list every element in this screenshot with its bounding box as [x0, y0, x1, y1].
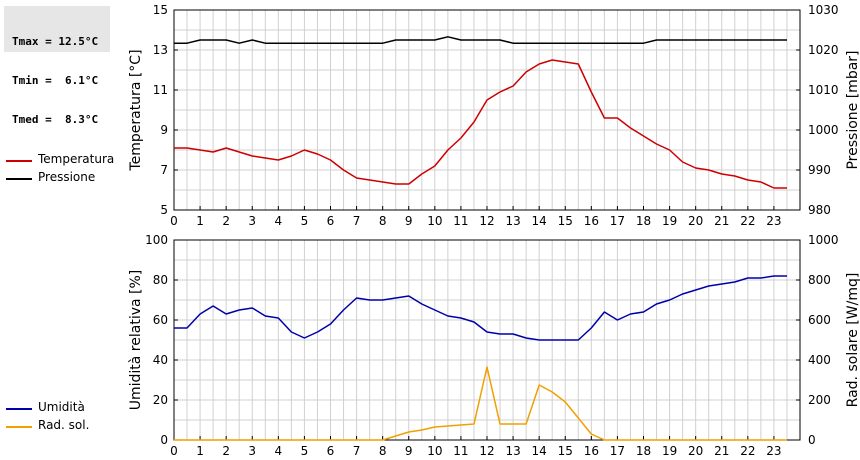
x-tick-label: 2: [222, 214, 230, 228]
y-tick-label: 20: [153, 393, 168, 407]
x-tick-label: 11: [453, 444, 468, 458]
stats-box: Tmax = 12.5°C Tmin = 6.1°C Tmed = 8.3°C: [4, 6, 110, 126]
y-tick-label: 5: [160, 203, 168, 217]
x-tick-label: 17: [610, 444, 625, 458]
y-tick-label: 80: [153, 273, 168, 287]
x-tick-label: 15: [558, 214, 573, 228]
y2-tick-label: 600: [808, 313, 831, 327]
x-tick-label: 23: [766, 444, 781, 458]
x-tick-label: 17: [610, 214, 625, 228]
x-tick-label: 18: [636, 444, 651, 458]
y2-tick-label: 1030: [808, 3, 839, 17]
x-tick-label: 13: [505, 214, 520, 228]
x-tick-label: 9: [405, 214, 413, 228]
x-tick-label: 10: [427, 444, 442, 458]
legend-swatch-umidita: [6, 408, 32, 410]
x-tick-label: 9: [405, 444, 413, 458]
x-tick-label: 15: [558, 444, 573, 458]
y2-axis-label: Pressione [mbar]: [845, 50, 860, 169]
x-tick-label: 4: [275, 214, 283, 228]
legend-label-temperatura: Temperatura: [38, 152, 115, 166]
x-tick-label: 8: [379, 444, 387, 458]
y2-tick-label: 980: [808, 203, 831, 217]
x-tick-label: 0: [170, 444, 178, 458]
y-tick-label: 7: [160, 163, 168, 177]
y-tick-label: 11: [153, 83, 168, 97]
y2-tick-label: 1010: [808, 83, 839, 97]
x-tick-label: 1: [196, 214, 204, 228]
x-tick-label: 8: [379, 214, 387, 228]
x-tick-label: 0: [170, 214, 178, 228]
y-tick-label: 15: [153, 3, 168, 17]
y-tick-label: 9: [160, 123, 168, 137]
y2-tick-label: 1000: [808, 123, 839, 137]
y2-tick-label: 400: [808, 353, 831, 367]
y2-tick-label: 0: [808, 433, 816, 447]
x-tick-label: 11: [453, 214, 468, 228]
x-tick-label: 20: [688, 444, 703, 458]
legend-label-umidita: Umidità: [38, 400, 85, 414]
x-tick-label: 4: [275, 444, 283, 458]
legend-swatch-radsol: [6, 426, 32, 428]
y2-axis-label: Rad. solare [W/mq]: [845, 273, 860, 408]
y-axis-label: Umidità relativa [%]: [128, 270, 144, 411]
x-tick-label: 7: [353, 444, 361, 458]
x-tick-label: 20: [688, 214, 703, 228]
y-tick-label: 13: [153, 43, 168, 57]
y2-tick-label: 1000: [808, 233, 839, 247]
x-tick-label: 12: [479, 214, 494, 228]
x-tick-label: 23: [766, 214, 781, 228]
x-tick-label: 21: [714, 444, 729, 458]
x-tick-label: 1: [196, 444, 204, 458]
x-tick-label: 13: [505, 444, 520, 458]
x-tick-label: 3: [248, 444, 256, 458]
series-line-rad-sol-: [174, 366, 787, 441]
y2-tick-label: 990: [808, 163, 831, 177]
x-tick-label: 21: [714, 214, 729, 228]
x-tick-label: 16: [584, 444, 599, 458]
x-tick-label: 22: [740, 444, 755, 458]
series-line-pressione: [174, 36, 787, 44]
x-tick-label: 18: [636, 214, 651, 228]
x-tick-label: 14: [532, 444, 547, 458]
y-tick-label: 100: [145, 233, 168, 247]
legend-swatch-temperatura: [6, 160, 32, 162]
x-tick-label: 2: [222, 444, 230, 458]
y2-tick-label: 800: [808, 273, 831, 287]
y-tick-label: 40: [153, 353, 168, 367]
x-tick-label: 22: [740, 214, 755, 228]
y-tick-label: 60: [153, 313, 168, 327]
series-line-umidit-: [174, 275, 787, 341]
y2-tick-label: 200: [808, 393, 831, 407]
tmed-text: Tmed = 8.3°C: [12, 113, 99, 126]
x-tick-label: 7: [353, 214, 361, 228]
x-tick-label: 19: [662, 444, 677, 458]
tmin-text: Tmin = 6.1°C: [12, 74, 99, 87]
x-tick-label: 12: [479, 444, 494, 458]
x-tick-label: 3: [248, 214, 256, 228]
y-tick-label: 0: [160, 433, 168, 447]
x-tick-label: 14: [532, 214, 547, 228]
tmax-text: Tmax = 12.5°C: [12, 35, 99, 48]
x-tick-label: 6: [327, 444, 335, 458]
legend-label-radsol: Rad. sol.: [38, 418, 90, 432]
x-tick-label: 10: [427, 214, 442, 228]
y-axis-label: Temperatura [°C]: [128, 49, 144, 171]
x-tick-label: 6: [327, 214, 335, 228]
y2-tick-label: 1020: [808, 43, 839, 57]
x-tick-label: 5: [301, 444, 309, 458]
x-tick-label: 19: [662, 214, 677, 228]
x-tick-label: 16: [584, 214, 599, 228]
legend-label-pressione: Pressione: [38, 170, 96, 184]
x-tick-label: 5: [301, 214, 309, 228]
legend-swatch-pressione: [6, 178, 32, 180]
series-line-temperatura: [174, 59, 787, 189]
